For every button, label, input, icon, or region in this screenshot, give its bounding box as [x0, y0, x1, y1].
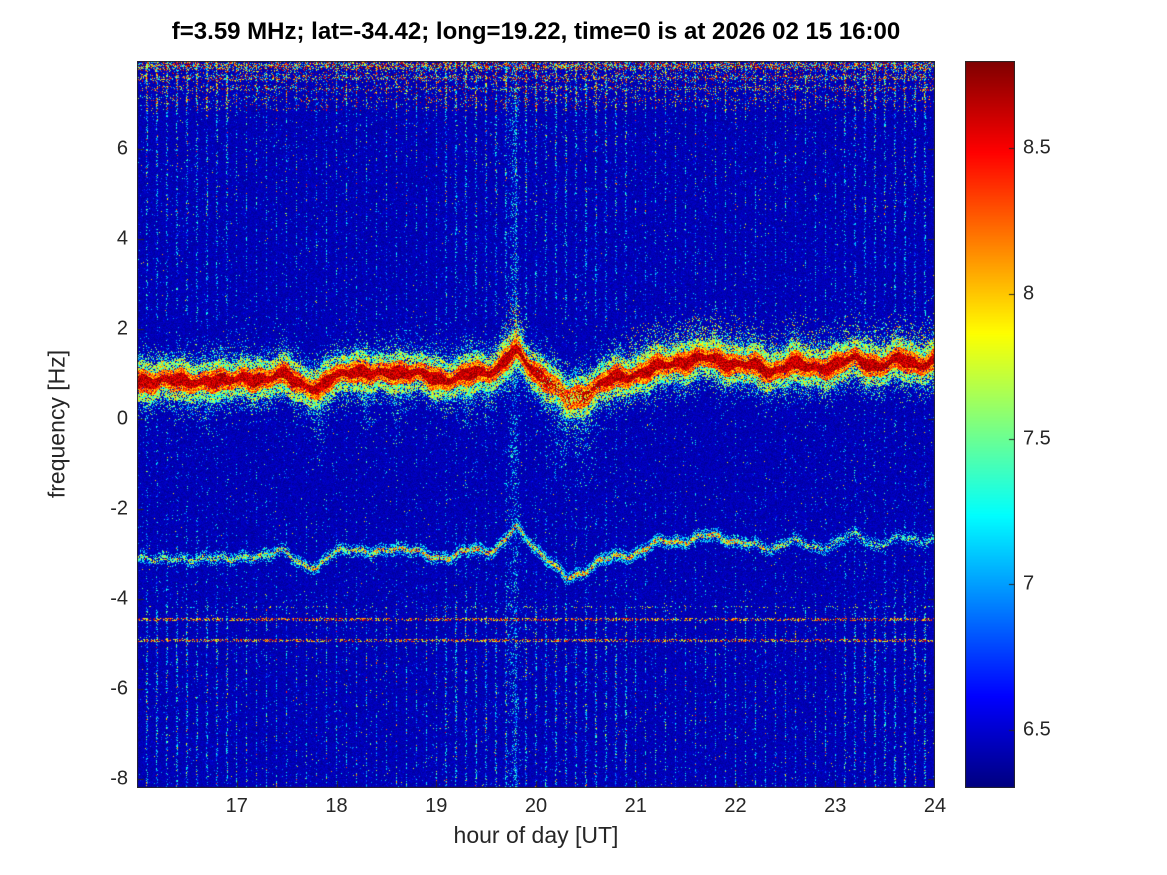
colorbar-tick-label: 8.5 — [1023, 136, 1051, 159]
y-tick-label: -8 — [110, 767, 128, 790]
colorbar-tick-label: 8 — [1023, 282, 1035, 305]
y-tick-label: 0 — [116, 407, 128, 430]
x-tick-label: 19 — [425, 795, 448, 817]
x-tick-label: 24 — [923, 795, 947, 817]
y-tick-label: 4 — [116, 227, 128, 250]
x-tick-label: 18 — [325, 795, 348, 817]
x-tick-label: 23 — [824, 795, 847, 817]
y-tick-label: 2 — [116, 317, 128, 340]
x-tick-label: 17 — [225, 795, 248, 817]
chart-title: f=3.59 MHz; lat=-34.42; long=19.22, time… — [171, 18, 901, 45]
y-tick-label: -4 — [110, 587, 128, 610]
x-axis-label: hour of day [UT] — [453, 822, 619, 848]
x-tick-label: 21 — [624, 795, 647, 817]
colorbar-tick-label: 7.5 — [1023, 427, 1051, 450]
y-tick-label: -2 — [110, 497, 128, 520]
y-tick-label: 6 — [116, 137, 128, 160]
colorbar-tick-label: 6.5 — [1023, 718, 1051, 741]
y-tick-label: -6 — [110, 677, 128, 700]
x-tick-label: 22 — [724, 795, 747, 817]
spectrogram-canvas — [137, 61, 935, 788]
x-tick-label: 20 — [524, 795, 548, 817]
colorbar — [965, 61, 1015, 788]
colorbar-tick-label: 7 — [1023, 572, 1035, 595]
